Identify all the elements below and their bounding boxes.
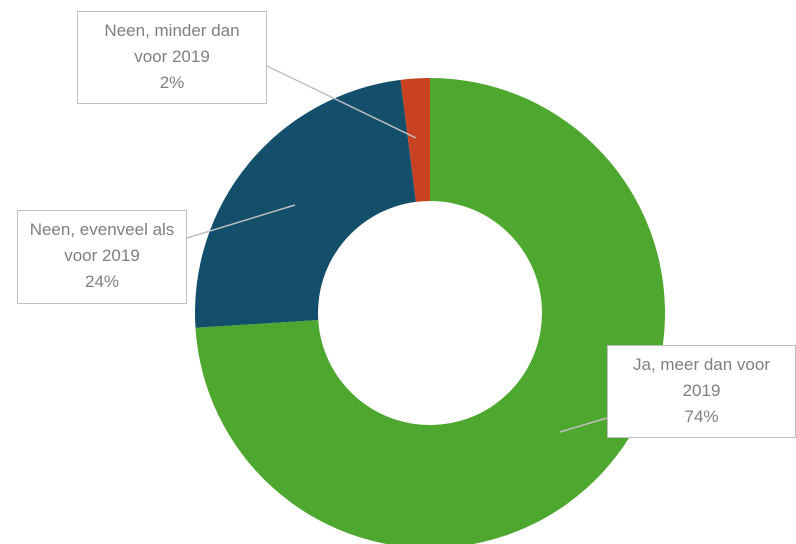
data-label: Neen, evenveel als voor 2019 24% [17, 210, 187, 304]
donut-slice [195, 78, 665, 544]
label-value: 24% [84, 272, 120, 291]
data-label: Ja, meer dan voor 2019 74% [607, 345, 796, 438]
label-value: 74% [684, 407, 719, 426]
donut-slice [195, 79, 416, 328]
label-value: 2% [159, 73, 185, 92]
donut-slice [400, 78, 430, 202]
leader-line [559, 417, 608, 433]
leader-line [266, 65, 417, 139]
leader-line [186, 204, 296, 239]
label-category: Neen, minder dan voor 2019 [104, 21, 240, 66]
label-category: Neen, evenveel als voor 2019 [29, 220, 175, 265]
data-label: Neen, minder dan voor 2019 2% [77, 11, 267, 104]
label-category: Ja, meer dan voor 2019 [632, 355, 770, 400]
